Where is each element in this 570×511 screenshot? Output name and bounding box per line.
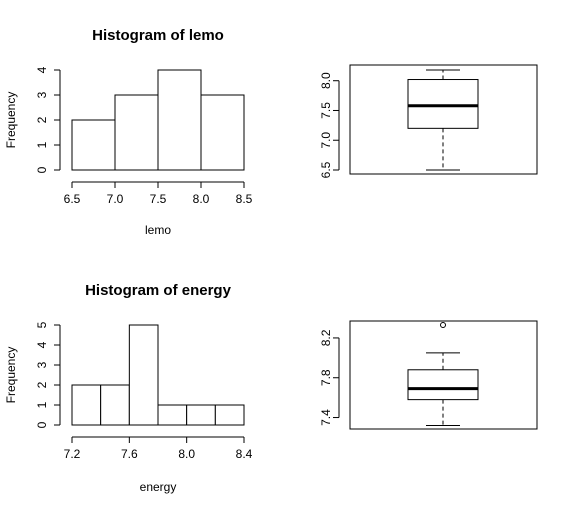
plot3-y-tick-label: 3 (35, 361, 49, 368)
plot4-y-tick-label: 8.2 (319, 329, 333, 346)
plot1-x-tick-label: 7.5 (150, 192, 167, 206)
plot3-y-axis-label: Frequency (4, 347, 18, 404)
plot1-title: Histogram of lemo (92, 27, 224, 44)
plot1-bar (71, 119, 116, 171)
plot2-y-tick-label: 7.0 (319, 132, 333, 149)
plot2-iqr-box (407, 79, 479, 129)
plot1-bar (200, 94, 245, 171)
plot1-x-axis-label: lemo (145, 223, 171, 237)
plot2-y-tick-label: 7.5 (319, 102, 333, 119)
plot3-x-tick-label: 8.0 (178, 447, 195, 461)
plot4-y-tick-label: 7.8 (319, 369, 333, 386)
plot3-y-tick-label: 4 (35, 341, 49, 348)
plot3-y-tick-label: 2 (35, 381, 49, 388)
plot1-y-axis-label: Frequency (4, 92, 18, 149)
plot1-x-tick-label: 6.5 (64, 192, 81, 206)
plot1-y-tick-label: 0 (35, 166, 49, 173)
plot1-bar (157, 69, 202, 171)
plot3-y-tick-label: 0 (35, 421, 49, 428)
plot3-y-tick-label: 1 (35, 401, 49, 408)
plot1-x-tick-label: 8.5 (236, 192, 253, 206)
plot4-plot-frame (349, 320, 538, 430)
plot3-bar (100, 384, 130, 426)
plot3-x-tick-label: 8.4 (236, 447, 253, 461)
plot3-x-axis-label: energy (140, 480, 177, 494)
plot1-y-tick-label: 4 (35, 66, 49, 73)
plot3-bar (157, 404, 188, 426)
plot1-y-tick-label: 1 (35, 141, 49, 148)
plot2-plot-frame (349, 64, 538, 175)
plot2-y-tick-label: 6.5 (319, 161, 333, 178)
plot3-bar (71, 384, 102, 426)
plot3-title: Histogram of energy (85, 282, 232, 299)
plot3-x-tick-label: 7.2 (64, 447, 81, 461)
plot4-outlier-point (440, 322, 446, 328)
plot3-x-tick-label: 7.6 (121, 447, 138, 461)
plot3-y-tick-label: 5 (35, 321, 49, 328)
plot4-y-tick-label: 7.4 (319, 409, 333, 426)
plot2-y-tick-label: 8.0 (319, 72, 333, 89)
plot1-x-tick-label: 8.0 (193, 192, 210, 206)
plot3-bar (128, 324, 159, 426)
plot1-y-tick-label: 3 (35, 91, 49, 98)
plot1-y-tick-label: 2 (35, 116, 49, 123)
plot1-bar (114, 94, 159, 171)
plot1-x-tick-label: 7.0 (107, 192, 124, 206)
plot4-iqr-box (407, 369, 479, 401)
plot3-bar (214, 404, 245, 426)
plot3-bar (186, 404, 216, 426)
